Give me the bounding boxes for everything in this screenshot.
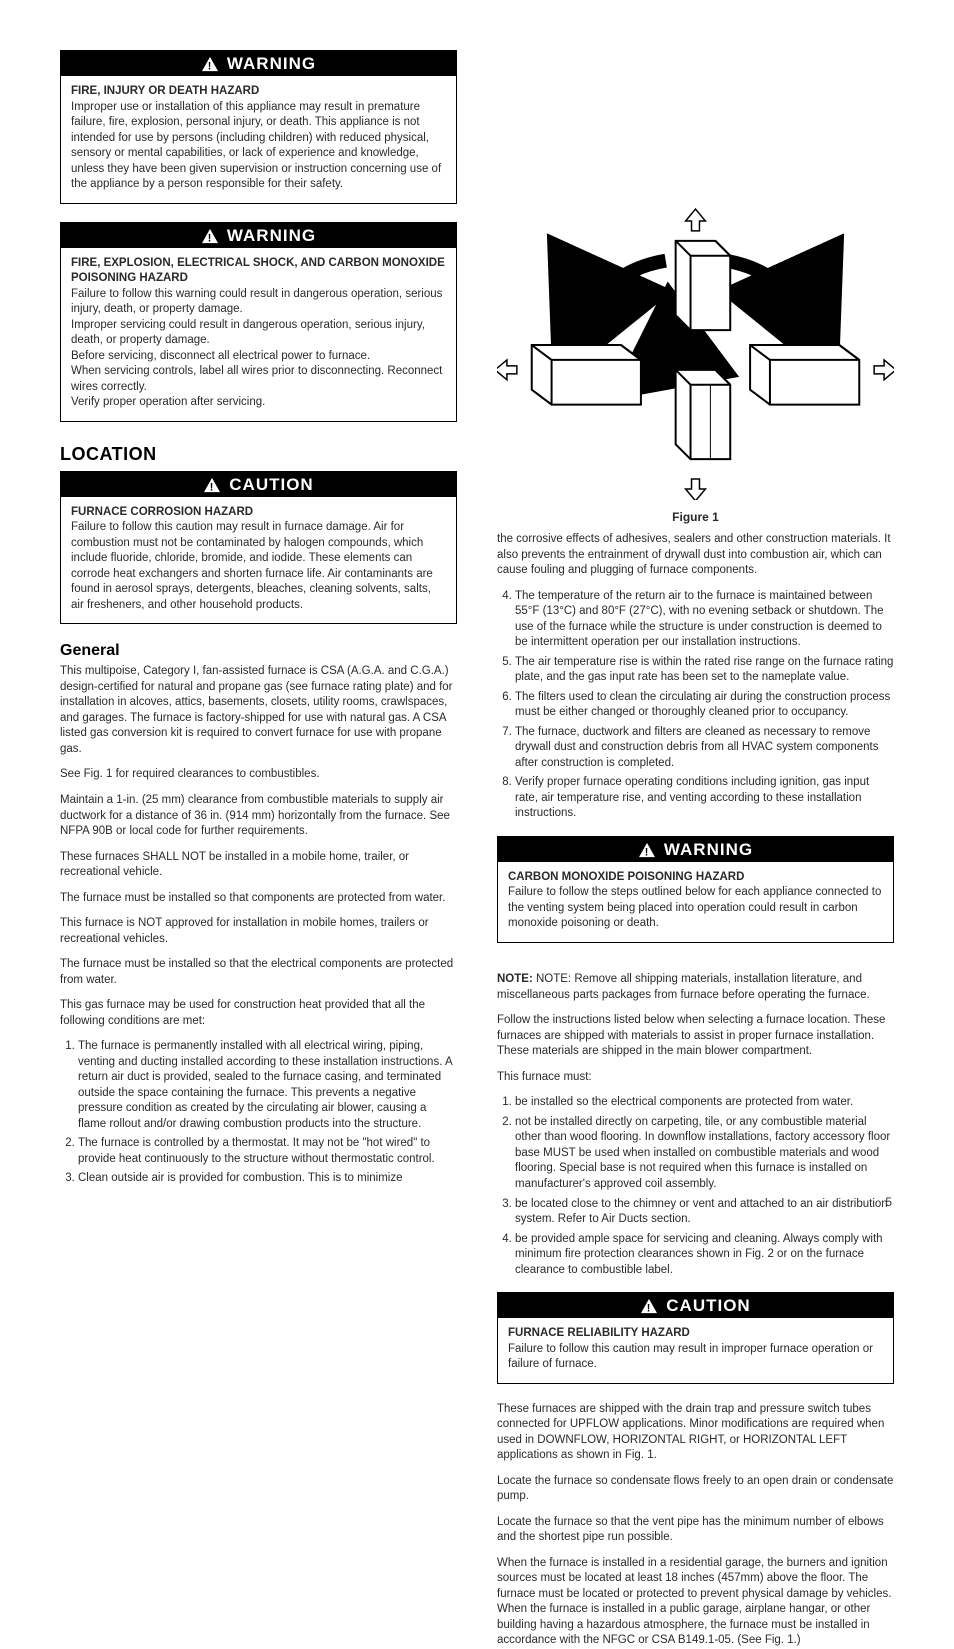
after-c2-p4: When the furnace is installed in a resid… [497,1556,894,1649]
warning-1-header: ! WARNING [61,51,456,76]
downflow-box [676,370,731,459]
arrow-down-icon [686,479,706,500]
upflow-box [676,241,731,330]
right-continuation: the corrosive effects of adhesives, seal… [497,532,894,579]
after-c2-p1: These furnaces are shipped with the drai… [497,1402,894,1464]
left-column: ! WARNING FIRE, INJURY OR DEATH HAZARD I… [60,50,457,1205]
general-p4: These furnaces SHALL NOT be installed in… [60,850,457,881]
svg-text:!: ! [208,60,212,72]
warning-1-label: WARNING [227,54,316,74]
warning-box-1: ! WARNING FIRE, INJURY OR DEATH HAZARD I… [60,50,457,204]
warning-box-3: ! WARNING CARBON MONOXIDE POISONING HAZA… [497,836,894,943]
right-step-6: The filters used to clean the circulatin… [515,690,894,721]
para-after: Follow the instructions listed below whe… [497,1013,894,1060]
must-step-2: not be installed directly on carpeting, … [515,1115,894,1193]
warning-2-body: FIRE, EXPLOSION, ELECTRICAL SHOCK, AND C… [61,248,456,421]
caution-1-text: Failure to follow this caution may resul… [71,521,433,611]
caution-1-header: ! CAUTION [61,472,456,497]
curve-arrow-center-icon [656,330,696,365]
page-number: 5 [885,1195,892,1209]
general-p1: This multipoise, Category I, fan-assiste… [60,664,457,757]
general-p5: The furnace must be installed so that co… [60,891,457,907]
caution-1-label: CAUTION [229,475,313,495]
warning-2-label: WARNING [227,226,316,246]
general-step-3: Clean outside air is provided for combus… [78,1171,457,1187]
warning-1-text: Improper use or installation of this app… [71,101,441,191]
right-step-4: The temperature of the return air to the… [515,589,894,651]
general-p6: This furnace is NOT approved for install… [60,916,457,947]
arrow-up-icon [686,209,706,231]
general-p3: Maintain a 1-in. (25 mm) clearance from … [60,793,457,840]
caution-2-header: ! CAUTION [498,1293,893,1318]
caution-box-1: ! CAUTION FURNACE CORROSION HAZARD Failu… [60,471,457,625]
alert-triangle-icon: ! [201,56,219,72]
must-steps: be installed so the electrical component… [497,1095,894,1282]
general-p2: See Fig. 1 for required clearances to co… [60,767,457,783]
svg-text:!: ! [210,481,214,493]
right-steps-continued: The temperature of the return air to the… [497,589,894,826]
arrow-left-icon [497,360,517,380]
caution-2-body: FURNACE RELIABILITY HAZARD Failure to fo… [498,1318,893,1383]
warning-3-text: Failure to follow the steps outlined bel… [508,886,881,929]
warning-box-2: ! WARNING FIRE, EXPLOSION, ELECTRICAL SH… [60,222,457,422]
horizontal-right-box [750,345,859,405]
warning-2-text: Failure to follow this warning could res… [71,288,442,409]
note-body: NOTE: Remove all shipping materials, ins… [497,973,870,1001]
caution-2-label: CAUTION [666,1296,750,1316]
general-heading: General [60,642,457,660]
must-step-1: be installed so the electrical component… [515,1095,894,1111]
right-step-8: Verify proper furnace operating conditio… [515,775,894,822]
general-step-2: The furnace is controlled by a thermosta… [78,1136,457,1167]
general-p8: This gas furnace may be used for constru… [60,998,457,1029]
general-steps: The furnace is permanently installed wit… [60,1039,457,1191]
caution-1-title: FURNACE CORROSION HAZARD [71,506,253,518]
after-c2-p2: Locate the furnace so condensate flows f… [497,1474,894,1505]
warning-1-body: FIRE, INJURY OR DEATH HAZARD Improper us… [61,76,456,203]
after-c2-p3: Locate the furnace so that the vent pipe… [497,1515,894,1546]
orientation-diagram [497,200,894,500]
caution-2-title: FURNACE RELIABILITY HAZARD [508,1327,690,1339]
warning-3-label: WARNING [664,840,753,860]
location-heading: LOCATION [60,444,457,465]
warning-3-body: CARBON MONOXIDE POISONING HAZARD Failure… [498,862,893,942]
caution-2-text: Failure to follow this caution may resul… [508,1343,873,1371]
warning-3-header: ! WARNING [498,837,893,862]
right-step-5: The air temperature rise is within the r… [515,655,894,686]
right-column: Figure 1 the corrosive effects of adhesi… [497,50,894,1205]
alert-triangle-icon: ! [201,228,219,244]
svg-text:!: ! [647,1302,651,1314]
horizontal-left-box [532,345,641,405]
must-step-4: be provided ample space for servicing an… [515,1232,894,1279]
caution-1-body: FURNACE CORROSION HAZARD Failure to foll… [61,497,456,624]
warning-2-header: ! WARNING [61,223,456,248]
warning-3-title: CARBON MONOXIDE POISONING HAZARD [508,871,744,883]
svg-text:!: ! [208,232,212,244]
right-step-7: The furnace, ductwork and filters are cl… [515,725,894,772]
general-p7: The furnace must be installed so that th… [60,957,457,988]
note-text: NOTE: NOTE: Remove all shipping material… [497,972,894,1003]
svg-text:!: ! [645,846,649,858]
alert-triangle-icon: ! [640,1298,658,1314]
general-step-1: The furnace is permanently installed wit… [78,1039,457,1132]
alert-triangle-icon: ! [203,477,221,493]
diagram-caption: Figure 1 [497,510,894,524]
caution-box-2: ! CAUTION FURNACE RELIABILITY HAZARD Fai… [497,1292,894,1384]
warning-1-title: FIRE, INJURY OR DEATH HAZARD [71,85,259,97]
must-step-3: be located close to the chimney or vent … [515,1197,894,1228]
warning-2-title: FIRE, EXPLOSION, ELECTRICAL SHOCK, AND C… [71,257,445,285]
curve-arrow-left-icon [581,261,665,326]
curve-arrow-right-icon [725,261,809,326]
arrow-right-icon [874,360,894,380]
para-after2: This furnace must: [497,1070,894,1086]
alert-triangle-icon: ! [638,842,656,858]
